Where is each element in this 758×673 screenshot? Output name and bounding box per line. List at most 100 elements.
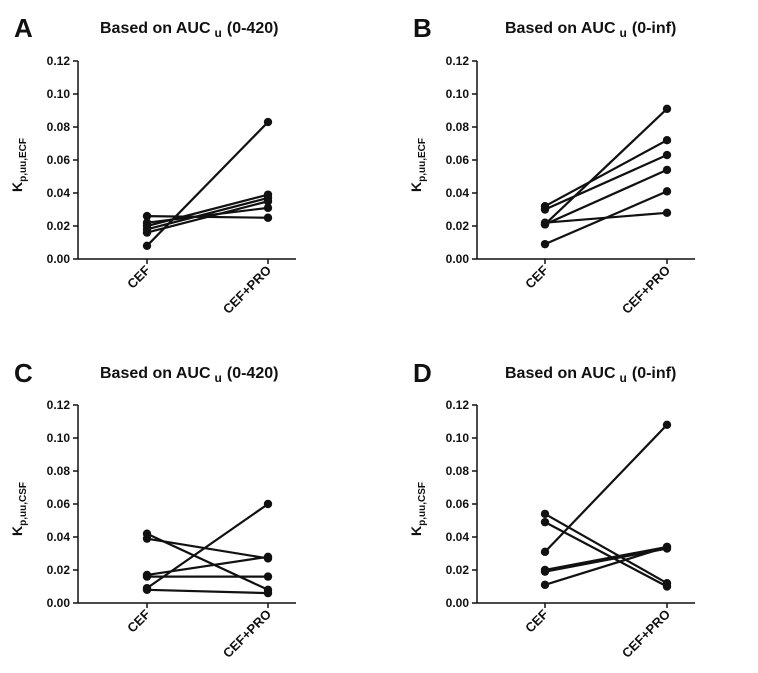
data-point-cef-pro: [263, 213, 273, 222]
x-tick-label: CEF+PRO: [619, 263, 673, 317]
data-point-cef: [142, 572, 152, 581]
panel-title-subscript: u: [620, 371, 627, 385]
data-point-cef-pro: [662, 582, 672, 591]
y-axis-label-main: K: [9, 182, 25, 192]
data-point-cef-pro: [662, 420, 672, 429]
data-point-cef-pro: [263, 197, 273, 206]
panel-title-suffix: (0-inf): [632, 365, 676, 382]
series-line: [544, 211, 668, 224]
data-point-cef-pro: [662, 165, 672, 175]
x-tick-label: CEF: [124, 606, 153, 635]
data-point-cef: [142, 228, 152, 237]
y-tick-label: 0.10: [446, 431, 470, 445]
data-point-cef: [540, 218, 550, 227]
panel-title-main: Based on AUC: [100, 20, 211, 37]
y-tick-label: 0.04: [47, 530, 71, 544]
y-axis-label: Kp,uu,ECF: [408, 138, 428, 192]
y-tick-label: 0.12: [446, 398, 470, 412]
panel-letter: B: [413, 13, 432, 43]
y-tick-label: 0.00: [47, 252, 71, 266]
series-line: [544, 108, 668, 226]
series-line: [544, 424, 668, 553]
series-6: [540, 542, 672, 590]
x-tick-label: CEF+PRO: [619, 607, 673, 661]
y-tick-label: 0.12: [47, 54, 71, 68]
series-2: [142, 529, 273, 594]
y-tick-label: 0.02: [446, 219, 470, 233]
x-tick-label: CEF: [124, 262, 153, 291]
y-tick-label: 0.10: [446, 87, 470, 101]
panel-b: B Based on AUC u (0-inf) Kp,uu,ECF 0.00 0.02 0.…: [408, 13, 695, 317]
panel-d: D Based on AUC u (0-inf) Kp,uu,CSF 0.00 0.02 0.…: [408, 358, 695, 661]
series-1: [142, 117, 273, 250]
panel-title: Based on AUC u (0-inf): [505, 365, 676, 385]
y-tick-label: 0.10: [47, 431, 71, 445]
data-point-cef-pro: [263, 203, 273, 213]
x-tick-label: CEF+PRO: [220, 263, 274, 317]
y-axis-label-subscript: p,uu,ECF: [417, 138, 428, 182]
series-line: [146, 200, 269, 234]
panel-title: Based on AUC u (0-inf): [505, 20, 676, 40]
series-line: [544, 545, 668, 572]
y-tick-label: 0.04: [446, 530, 470, 544]
data-point-cef-pro: [662, 542, 672, 552]
data-point-cef: [540, 580, 550, 590]
x-tick-label: CEF: [522, 262, 551, 291]
data-point-cef-pro: [263, 552, 273, 561]
data-point-cef: [540, 509, 550, 519]
data-point-cef-pro: [662, 136, 672, 145]
series-line: [146, 503, 269, 590]
y-axis-label: Kp,uu,ECF: [9, 138, 29, 192]
y-tick-label: 0.04: [446, 186, 470, 200]
panel-title: Based on AUC u (0-420): [100, 365, 278, 385]
y-axis-label-main: K: [408, 182, 424, 192]
panel-letter: D: [413, 358, 432, 388]
data-point-cef-pro: [263, 499, 273, 509]
series-6: [142, 585, 273, 598]
series-line: [146, 588, 269, 595]
y-tick-label: 0.06: [47, 153, 71, 167]
y-tick-label: 0.00: [446, 252, 470, 266]
data-point-cef-pro: [263, 588, 273, 598]
data-point-cef-pro: [662, 208, 672, 217]
y-axis-label-main: K: [9, 526, 25, 536]
panel-a: A Based on AUC u (0-420) Kp,uu,ECF 0.00 0.02 0.…: [9, 13, 296, 317]
series-5: [142, 572, 273, 581]
panel-title-suffix: (0-inf): [632, 20, 676, 37]
series-1: [540, 420, 672, 557]
data-point-cef: [540, 205, 550, 214]
data-point-cef-pro: [263, 117, 273, 127]
y-tick-label: 0.12: [47, 398, 71, 412]
panel-letter: A: [14, 13, 33, 43]
series-line: [544, 168, 668, 226]
y-tick-label: 0.08: [446, 120, 470, 134]
panel-title-main: Based on AUC: [505, 20, 616, 37]
y-tick-label: 0.04: [47, 186, 71, 200]
panel-letter: C: [14, 358, 33, 388]
series-6: [142, 197, 273, 237]
y-axis-label-main: K: [408, 526, 424, 536]
series-line: [146, 555, 269, 577]
data-point-cef-pro: [263, 572, 273, 581]
series-line: [544, 545, 668, 586]
data-point-cef: [142, 211, 152, 221]
series-line: [544, 512, 668, 585]
data-point-cef: [142, 534, 152, 543]
series-line: [146, 196, 269, 231]
panel-title-suffix: (0-420): [227, 20, 279, 37]
series-line: [146, 193, 269, 228]
y-axis-label-subscript: p,uu,CSF: [417, 482, 428, 526]
panel-title-main: Based on AUC: [100, 365, 211, 382]
panel-c: C Based on AUC u (0-420) Kp,uu,CSF 0.00 0.02 0.…: [9, 358, 296, 661]
series-6: [540, 208, 672, 227]
y-tick-label: 0.08: [47, 464, 71, 478]
data-point-cef: [540, 567, 550, 576]
panel-title: Based on AUC u (0-420): [100, 20, 278, 40]
series-line: [146, 537, 269, 560]
y-axis-label: Kp,uu,CSF: [9, 482, 29, 536]
data-point-cef-pro: [662, 104, 672, 114]
y-tick-label: 0.02: [446, 563, 470, 577]
y-tick-label: 0.00: [47, 596, 71, 610]
y-tick-label: 0.12: [446, 54, 470, 68]
